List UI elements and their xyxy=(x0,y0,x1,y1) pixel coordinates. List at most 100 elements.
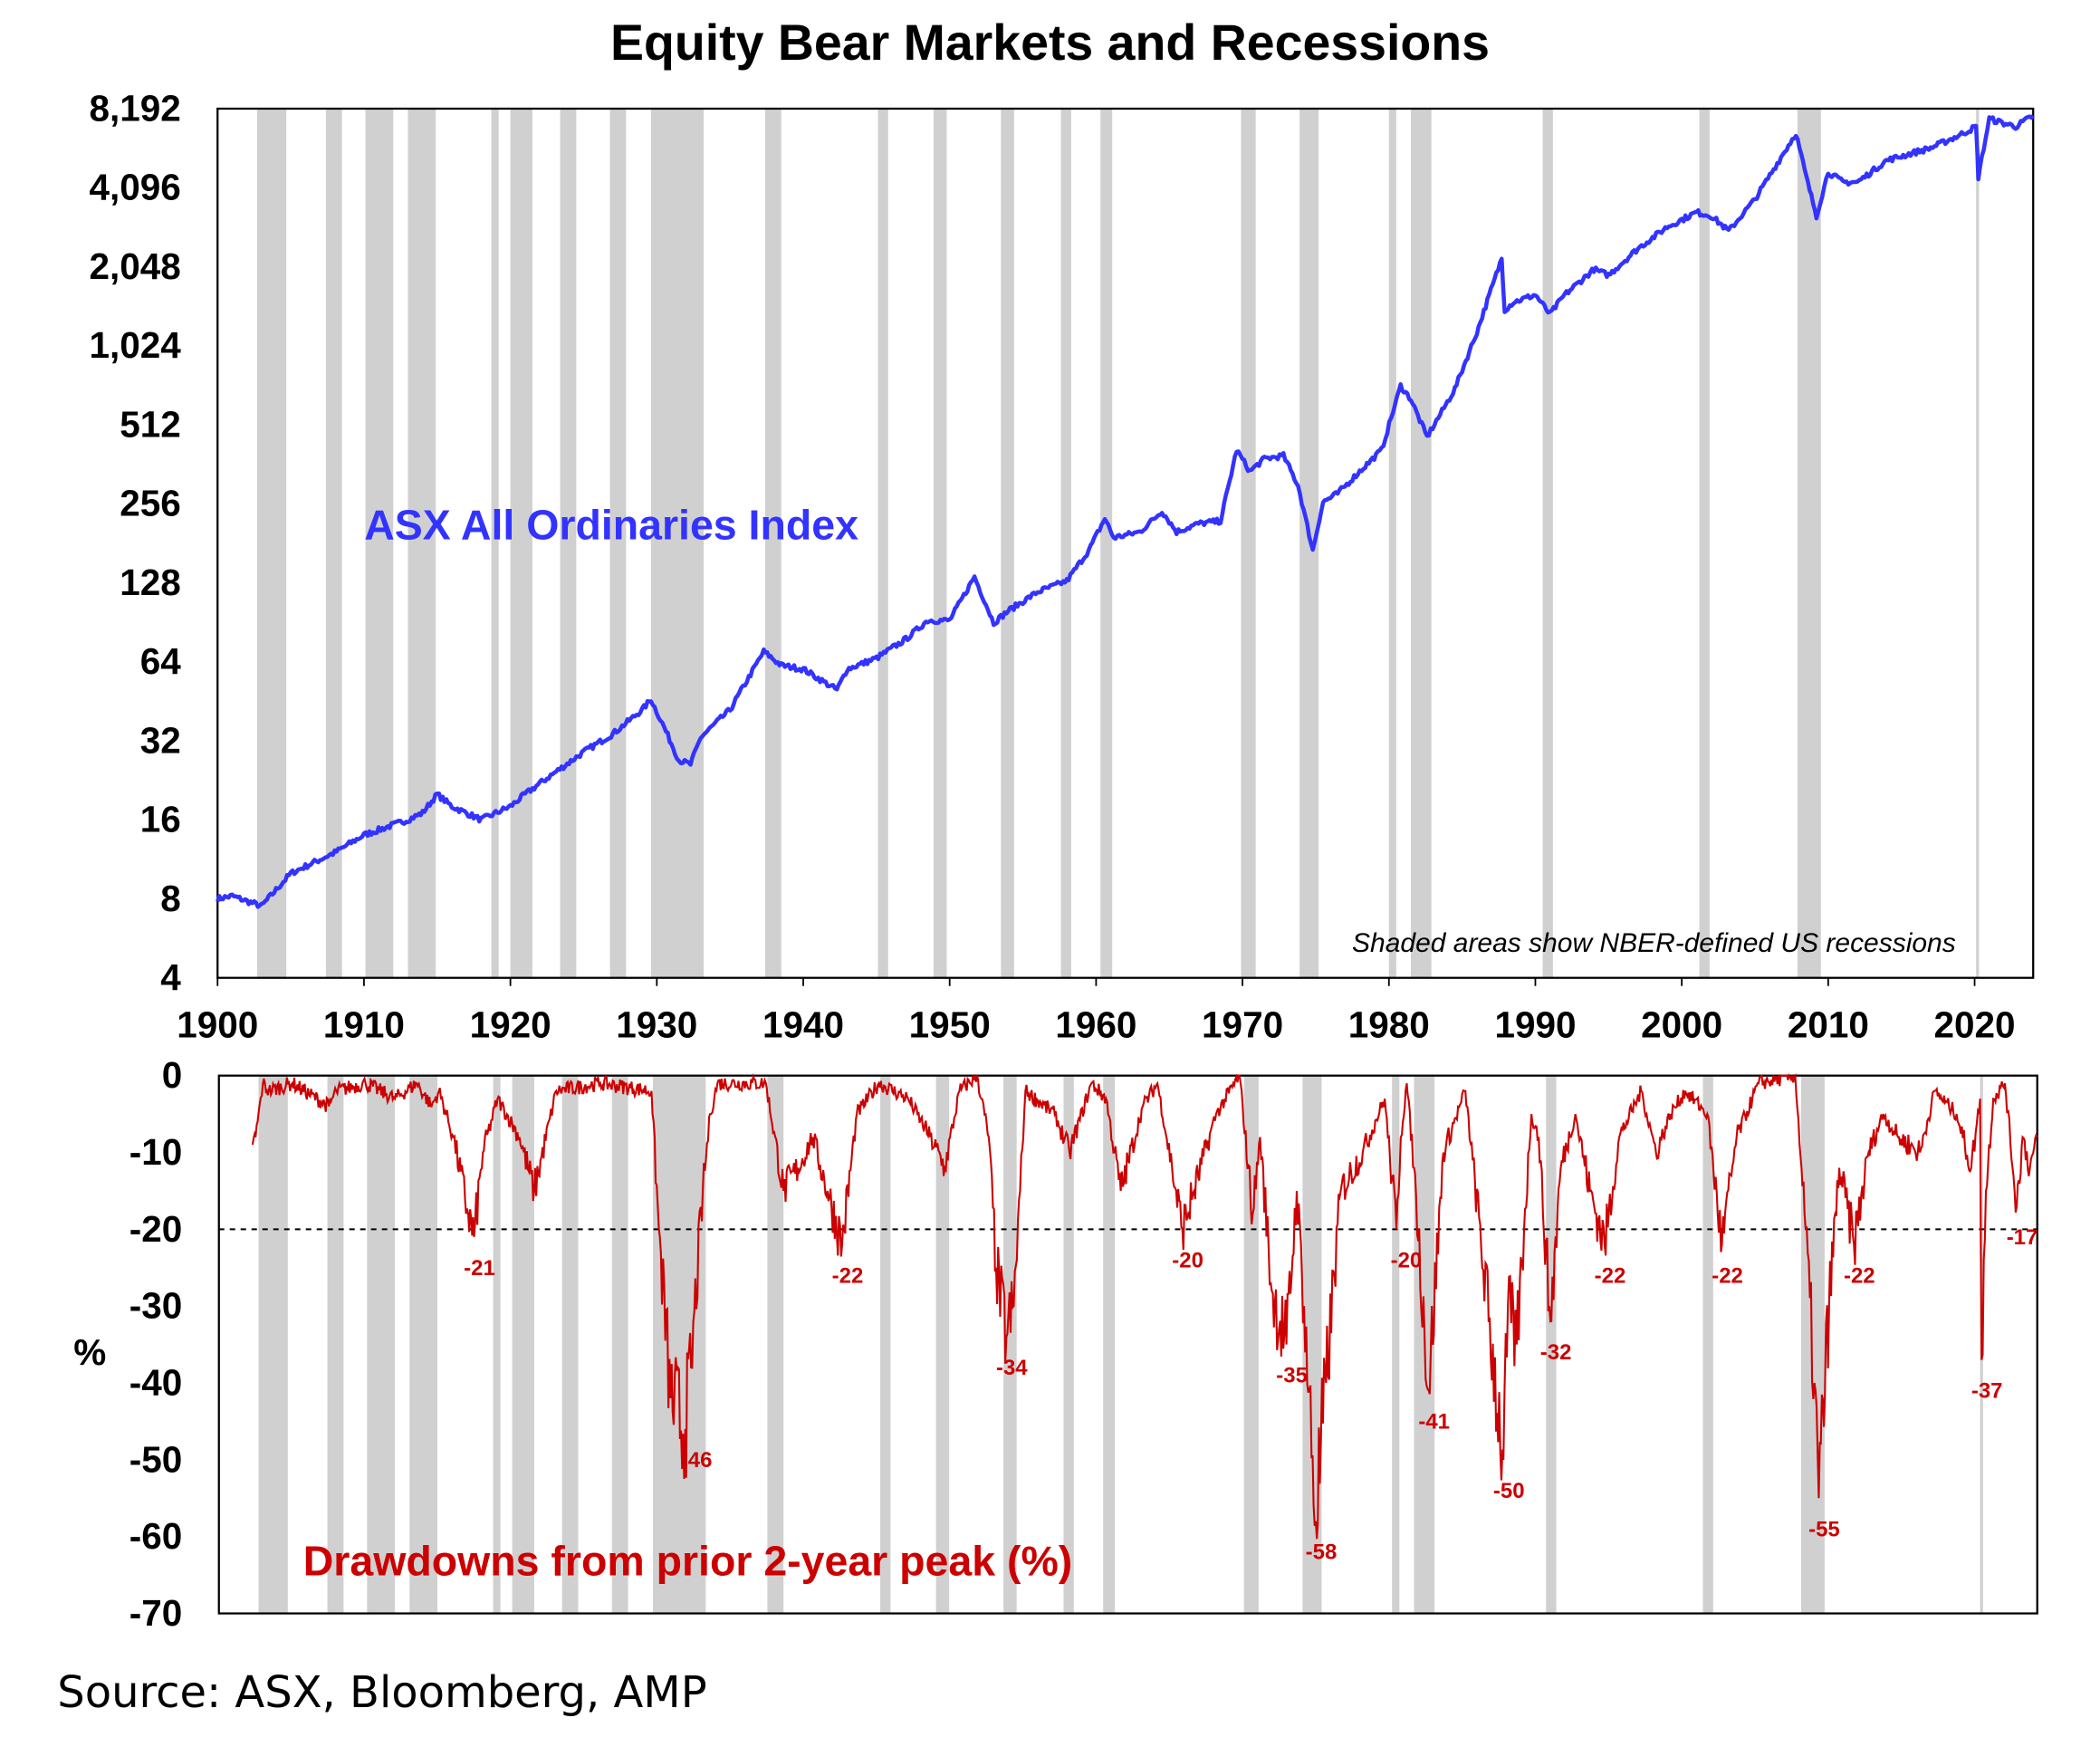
x-tick-label: 1980 xyxy=(1348,1004,1430,1046)
recession-band xyxy=(1699,108,1710,978)
y-tick-label: -20 xyxy=(129,1208,183,1250)
trough-label: -50 xyxy=(1493,1479,1525,1503)
x-tick-label: 2020 xyxy=(1934,1004,2016,1046)
y-tick-label: 32 xyxy=(140,719,181,761)
index-line xyxy=(216,114,2035,909)
recession-band xyxy=(510,108,532,978)
y-tick-label: -40 xyxy=(129,1362,183,1404)
x-tick-label: 1900 xyxy=(177,1004,258,1046)
drawdown-series-label: Drawdowns from prior 2-year peak (%) xyxy=(303,1538,1073,1585)
y-tick-label: 1,024 xyxy=(89,324,181,366)
recession-band xyxy=(767,1075,784,1614)
trough-label: -55 xyxy=(1808,1517,1840,1541)
recession-band xyxy=(933,108,947,978)
recession-band xyxy=(1302,1075,1322,1614)
recession-band xyxy=(1100,108,1113,978)
recession-band xyxy=(653,1075,706,1614)
x-tick-label: 1940 xyxy=(762,1004,844,1046)
recession-band xyxy=(1546,1075,1557,1614)
recession-band xyxy=(935,1075,950,1614)
trough-label: -22 xyxy=(1595,1263,1626,1288)
y-tick-label: -50 xyxy=(129,1438,183,1480)
recession-band xyxy=(493,1075,501,1614)
recession-band xyxy=(256,108,287,978)
recession-band xyxy=(1542,108,1553,978)
index-panel: 4 8 16 32 64 128 256 512 1,024 2,048 4,096 8,192 190… xyxy=(89,87,2035,1046)
recession-band xyxy=(327,1075,344,1614)
recession-band xyxy=(877,108,888,978)
trough-label: -46 xyxy=(681,1448,713,1473)
trough-label: -17 xyxy=(2007,1225,2038,1250)
y-tick-label: -10 xyxy=(129,1131,183,1173)
recession-band xyxy=(1702,1075,1713,1614)
index-plot-frame xyxy=(216,107,2035,979)
trough-label: -34 xyxy=(996,1356,1028,1380)
source-note: Source: ASX, Bloomberg, AMP xyxy=(57,1667,706,1718)
y-tick-label: 64 xyxy=(140,640,182,682)
trough-label: -22 xyxy=(832,1263,864,1288)
recession-band xyxy=(1103,1075,1116,1614)
drawdown-plot-frame xyxy=(217,1074,2038,1615)
y-tick-label: -30 xyxy=(129,1285,183,1327)
recession-band xyxy=(764,108,782,978)
chart-title: Equity Bear Markets and Recessions xyxy=(610,14,1490,71)
recession-band xyxy=(408,108,436,978)
trough-label: -22 xyxy=(1844,1263,1875,1288)
recession-band xyxy=(367,1075,396,1614)
recession-band xyxy=(512,1075,534,1614)
recession-band xyxy=(1241,108,1256,978)
x-tick-label: 1910 xyxy=(323,1004,405,1046)
recession-band xyxy=(1001,108,1014,978)
x-tick-label: 1970 xyxy=(1202,1004,1283,1046)
recession-band xyxy=(1392,1075,1400,1614)
recession-note: Shaded areas show NBER-defined US recess… xyxy=(1352,928,1956,958)
recession-band xyxy=(258,1075,288,1614)
x-tick-label: 1920 xyxy=(470,1004,551,1046)
drawdown-panel: 0 -10 -20 -30 -40 -50 -60 -70 -21 -46 -22 -34 -20 -35… xyxy=(129,1054,2038,1634)
y-tick-label: 4 xyxy=(160,956,181,998)
y-tick-label: -70 xyxy=(129,1592,183,1634)
recession-band xyxy=(1797,108,1821,978)
trough-label: -35 xyxy=(1276,1364,1308,1388)
y-tick-label: 8,192 xyxy=(89,87,180,129)
recession-band xyxy=(1060,108,1071,978)
x-tick-label: 1990 xyxy=(1494,1004,1576,1046)
trough-label: -58 xyxy=(1306,1540,1338,1565)
recession-band xyxy=(880,1075,891,1614)
recession-band xyxy=(1388,108,1396,978)
y-tick-label: -60 xyxy=(129,1515,183,1557)
x-tick-label: 1950 xyxy=(909,1004,991,1046)
x-tick-label: 2010 xyxy=(1788,1004,1869,1046)
recession-band xyxy=(650,108,705,978)
trough-label: -20 xyxy=(1391,1248,1423,1272)
recession-band xyxy=(491,108,499,978)
recession-band xyxy=(611,1075,628,1614)
recession-band xyxy=(409,1075,438,1614)
y-tick-label: 8 xyxy=(160,878,181,919)
recession-band xyxy=(325,108,342,978)
trough-label: -22 xyxy=(1712,1263,1743,1288)
x-tick-label: 1960 xyxy=(1055,1004,1136,1046)
trough-label: -20 xyxy=(1172,1248,1203,1272)
trough-label: -32 xyxy=(1540,1340,1572,1365)
x-tick-label: 2000 xyxy=(1641,1004,1722,1046)
y-tick-label: 128 xyxy=(120,561,181,603)
trough-label: -21 xyxy=(464,1256,495,1281)
index-series-label: ASX All Ordinaries Index xyxy=(364,501,858,548)
recession-band xyxy=(1003,1075,1017,1614)
drawdown-y-axis-label: % xyxy=(73,1331,106,1373)
recession-band xyxy=(1976,108,1980,978)
x-tick-label: 1930 xyxy=(616,1004,697,1046)
recession-band xyxy=(1801,1075,1825,1614)
y-tick-label: 16 xyxy=(140,799,181,840)
y-tick-label: 4,096 xyxy=(89,167,180,208)
trough-label: -41 xyxy=(1418,1410,1450,1435)
y-tick-label: 0 xyxy=(162,1054,183,1096)
y-tick-label: 256 xyxy=(120,483,181,524)
recession-band xyxy=(1411,108,1432,978)
recession-band xyxy=(561,1075,579,1614)
recession-band xyxy=(1243,1075,1259,1614)
recession-band xyxy=(609,108,627,978)
drawdown-line xyxy=(251,1072,2038,1540)
